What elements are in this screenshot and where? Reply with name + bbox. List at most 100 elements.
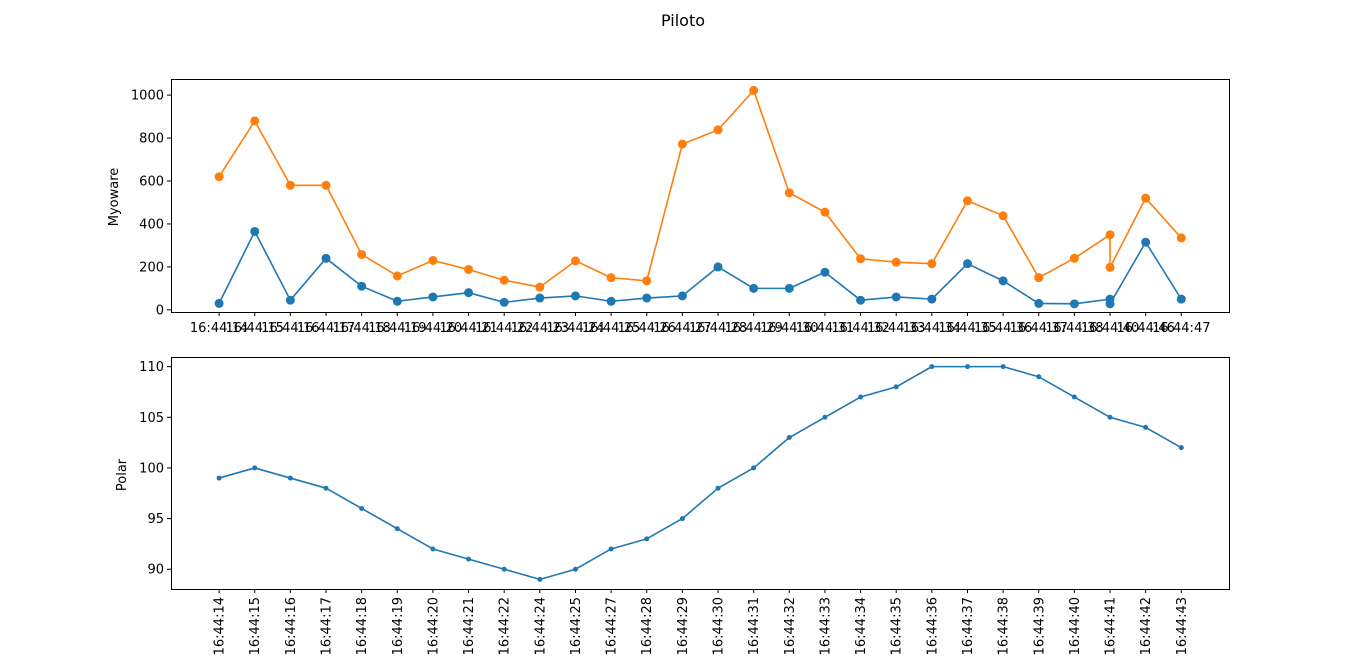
myoware-series-0-point (784, 283, 794, 293)
myoware-series-0-point (321, 253, 331, 263)
myoware-series-0-point (927, 294, 937, 304)
polar-y-tick-label: 105 (139, 411, 164, 426)
myoware-x-tick-label: 16:44:22 (475, 321, 533, 336)
myoware-x-tick-label: 16:44:25 (582, 321, 640, 336)
myoware-x-tick-label: 16:44:37 (1010, 321, 1068, 336)
polar-x-tick-label: 16:44:22 (498, 597, 513, 655)
myoware-y-tick-label: 0 (156, 303, 164, 318)
myoware-series-0-point (214, 298, 224, 308)
polar-series-0-point (929, 364, 935, 370)
myoware-series-0-point (428, 292, 438, 302)
myoware-series-0-point (464, 288, 474, 298)
myoware-series-1-point (250, 116, 260, 126)
myoware-y-tick-label: 600 (139, 175, 164, 190)
figure-title: Piloto (661, 11, 705, 30)
polar-x-tick-label: 16:44:20 (426, 597, 441, 655)
polar-series-0-point (1143, 424, 1149, 430)
myoware-series-0-point (285, 295, 295, 305)
polar-x-tick-label: 16:44:39 (1032, 597, 1047, 655)
polar-series-0-point (964, 364, 970, 370)
polar-x-tick-label: 16:44:38 (997, 597, 1012, 655)
myoware-x-tick-label: 16:44:35 (938, 321, 996, 336)
polar-series-0-point (608, 546, 614, 552)
myoware-series-0-point (535, 293, 545, 303)
polar-x-tick-label: 16:44:34 (854, 597, 869, 655)
myoware-series-1-point (535, 282, 545, 292)
myoware-series-0-point (1176, 294, 1186, 304)
myoware-series-0-point (1105, 299, 1115, 309)
myoware-series-1-point (357, 249, 367, 259)
myoware-series-1-point (677, 139, 687, 149)
polar-x-tick-label: 16:44:24 (533, 597, 548, 655)
myoware-x-tick-label: 16:44:19 (368, 321, 426, 336)
myoware-y-axis-label: Myoware (107, 168, 122, 227)
myoware-x-tick-label: 16:44:28 (689, 321, 747, 336)
polar-series-0-point (1107, 414, 1113, 420)
polar-series-0-point (858, 394, 864, 400)
myoware-series-0-point (1069, 299, 1079, 309)
polar-x-tick-label: 16:44:42 (1139, 597, 1154, 655)
myoware-series-1-point (749, 85, 759, 95)
polar-x-tick-label: 16:44:30 (712, 597, 727, 655)
myoware-series-0-point (749, 283, 759, 293)
myoware-axes: Myoware 0200400600800100016:44:1416:44:1… (107, 79, 1230, 336)
polar-x-tick-label: 16:44:16 (284, 597, 299, 655)
polar-y-tick-label: 110 (139, 360, 164, 375)
polar-x-tick-label: 16:44:19 (391, 597, 406, 655)
polar-axes: Polar 90 95 100 105 110 16:44:14 16:44:15 16:44… (115, 357, 1230, 655)
myoware-x-tick-label: 16:44:32 (831, 321, 889, 336)
polar-series-0-point (644, 536, 650, 542)
myoware-x-tick-label: 16:44:15 (226, 321, 284, 336)
myoware-series-1-point (1176, 233, 1186, 243)
myoware-x-tick-label: 16:44:23 (511, 321, 569, 336)
myoware-series-1-point (713, 125, 723, 135)
myoware-series-1-point (570, 256, 580, 266)
myoware-y-tick-label: 1000 (131, 89, 164, 104)
myoware-series-1-point (1141, 193, 1151, 203)
myoware-series-0-point (820, 267, 830, 277)
polar-series-0-line (218, 365, 1182, 581)
myoware-x-tick-label: 16:44:17 (297, 321, 355, 336)
polar-x-tick-label: 16:44:27 (605, 597, 620, 655)
myoware-x-tick-label: 16:44:34 (903, 321, 961, 336)
polar-axes-frame (171, 357, 1230, 590)
myoware-series-0-point (570, 291, 580, 301)
polar-series-0-point (893, 384, 899, 390)
polar-series-0-point (287, 475, 293, 481)
polar-series-0-point (679, 516, 685, 522)
myoware-axes-frame (171, 79, 1230, 313)
polar-x-tick-label: 16:44:31 (747, 597, 762, 655)
myoware-series-1-point (1105, 262, 1115, 272)
myoware-x-tick-label: 16:44:26 (618, 321, 676, 336)
myoware-series-0-point (250, 226, 260, 236)
myoware-series-1-point (891, 257, 901, 267)
myoware-x-tick-label: 16:44:16 (261, 321, 319, 336)
myoware-series-1-point (642, 276, 652, 286)
polar-series-0-point (252, 465, 258, 471)
myoware-x-tick-label: 16:44:24 (546, 321, 604, 336)
polar-series-0-point (1071, 394, 1077, 400)
polar-series-0-point (501, 566, 507, 572)
polar-x-tick-label: 16:44:14 (213, 597, 228, 655)
myoware-series-1-point (321, 180, 331, 190)
myoware-series-0-point (606, 296, 616, 306)
polar-series-0-point (1000, 364, 1006, 370)
myoware-series-1-point (499, 275, 509, 285)
myoware-series-1-point (962, 196, 972, 206)
myoware-series-1-point (464, 264, 474, 274)
myoware-series-1-point (856, 254, 866, 264)
myoware-series-0-point (677, 291, 687, 301)
myoware-x-tick-label: 16:44:30 (760, 321, 818, 336)
polar-x-tick-label: 16:44:32 (783, 597, 798, 655)
myoware-x-tick-label: 16:44:38 (1045, 321, 1103, 336)
myoware-series-0-point (998, 276, 1008, 286)
myoware-x-tick-label: 16:44:14 (190, 321, 248, 336)
polar-series-0-point (786, 435, 792, 441)
polar-y-tick-label: 90 (147, 563, 164, 578)
polar-series-0-point (572, 566, 578, 572)
myoware-series-1-point (285, 180, 295, 190)
myoware-series-0-point (891, 292, 901, 302)
myoware-series-0-point (1141, 237, 1151, 247)
